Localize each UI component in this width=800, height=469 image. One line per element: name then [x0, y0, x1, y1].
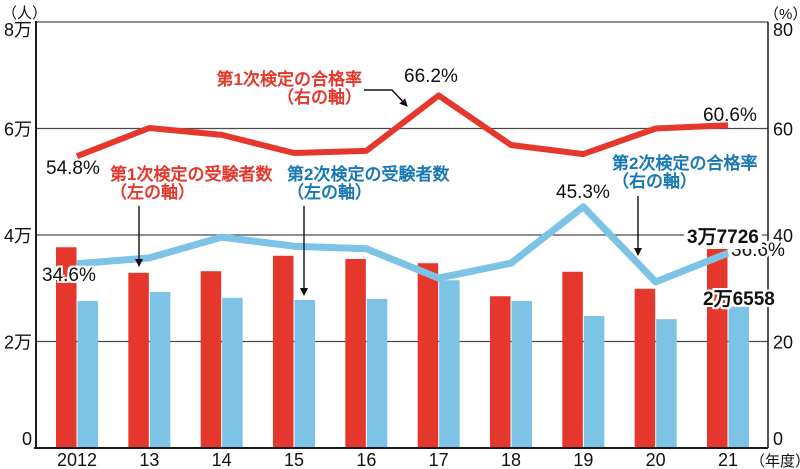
left-axis-tick-label: 2万	[4, 333, 32, 353]
right-axis-tick-label: 60	[773, 120, 793, 140]
bar-first-exam-13	[128, 272, 149, 448]
bar-second-exam-13	[149, 291, 171, 448]
bar-second-exam-16	[366, 298, 388, 448]
right-axis-tick-label: 40	[773, 226, 793, 246]
callout-first-examinees-line1: 第1次検定の受験者数	[110, 165, 273, 184]
bar-first-exam-17	[417, 263, 439, 448]
callout-second-examinees-line1: 第2次検定の受験者数	[287, 165, 450, 184]
right-axis-tick-label: 0	[773, 429, 783, 449]
bar-second-exam-20	[656, 319, 677, 448]
label-rate1-2017: 66.2%	[404, 66, 458, 87]
left-axis-tick-label: 8万	[4, 20, 32, 40]
bar-first-exam-18	[489, 296, 511, 448]
bar-second-exam-17	[439, 280, 460, 448]
bar-first-exam-14	[200, 271, 222, 448]
bar-second-exam-2012	[77, 301, 98, 448]
callout-second-examinees-line2: （左の軸）	[287, 183, 372, 202]
bar-second-exam-15	[294, 299, 315, 448]
left-axis-tick-label: 4万	[4, 226, 32, 246]
left-axis-tick-label: 0	[22, 429, 32, 449]
pointer-first-pass-rate-arrow	[364, 89, 408, 107]
bar-first-exam-20	[634, 288, 656, 448]
left-axis-unit-label: （人）	[2, 5, 48, 22]
bar-second-exam-21	[728, 306, 749, 448]
callout-second-pass-rate-line1: 第2次検定の合格率	[612, 154, 758, 173]
callout-first-pass-rate-line1: 第1次検定の合格率	[216, 70, 362, 89]
callout-first-examinees: 第1次検定の受験者数 （左の軸）	[110, 166, 272, 202]
x-axis-tick-label: 21	[718, 450, 738, 469]
callout-second-pass-rate: 第2次検定の合格率 （右の軸）	[612, 155, 757, 191]
right-axis-unit-label: （%）	[764, 6, 800, 23]
label-rate2-2012: 34.6%	[42, 265, 96, 286]
x-axis-tick-label: 19	[573, 450, 593, 469]
bar-first-exam-2012	[56, 247, 77, 448]
x-axis-tick-label: 2012	[57, 450, 97, 469]
callout-first-pass-rate: 第1次検定の合格率 （右の軸）	[205, 71, 362, 107]
callout-first-pass-rate-line2: （右の軸）	[277, 88, 362, 107]
x-axis-tick-label: 20	[646, 450, 666, 469]
label-bar2-2021: 2万6558	[703, 289, 775, 310]
line-first-pass-rate	[75, 92, 729, 159]
bar-first-exam-15	[272, 255, 294, 448]
x-axis-tick-label: 16	[356, 450, 376, 469]
x-axis-tick-label: 13	[139, 450, 159, 469]
right-axis-tick-label: 80	[773, 20, 793, 40]
x-axis-unit-label: （年度）	[750, 453, 800, 469]
bar-second-exam-14	[222, 297, 243, 448]
label-rate2-2019: 45.3%	[556, 182, 610, 203]
line-second-pass-rate	[76, 203, 730, 286]
bar-first-exam-19	[562, 271, 583, 448]
bar-first-exam-16	[345, 258, 366, 448]
label-bar1-2021: 3万7726	[684, 222, 762, 249]
label-rate1-2021: 60.6%	[703, 105, 757, 126]
x-axis-tick-label: 15	[284, 450, 304, 469]
bar-second-exam-19	[583, 315, 605, 448]
callout-second-examinees: 第2次検定の受験者数 （左の軸）	[287, 166, 449, 202]
left-axis-tick-label: 6万	[4, 120, 32, 140]
x-axis-tick-label: 17	[429, 450, 449, 469]
x-axis-tick-label: 14	[212, 450, 232, 469]
label-rate1-2012: 54.8%	[46, 158, 100, 179]
callout-first-examinees-line2: （左の軸）	[110, 183, 195, 202]
x-axis-tick-label: 18	[501, 450, 521, 469]
bar-first-exam-21	[706, 247, 728, 448]
right-axis-tick-label: 20	[773, 333, 793, 353]
bar-second-exam-18	[511, 301, 532, 448]
callout-second-pass-rate-line2: （右の軸）	[612, 172, 697, 191]
